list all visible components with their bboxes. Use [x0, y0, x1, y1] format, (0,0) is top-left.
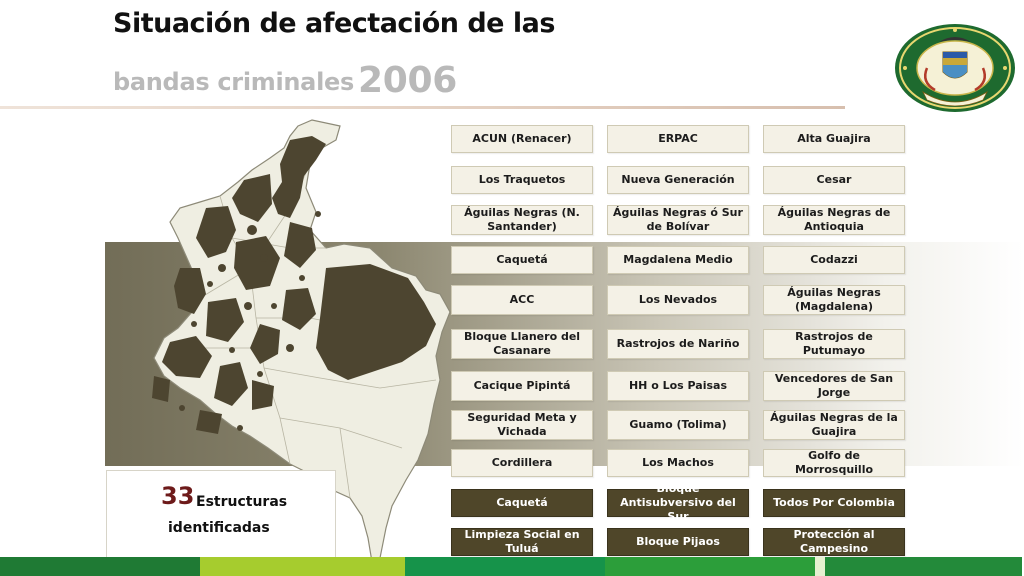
criminal-groups-grid: ACUN (Renacer) ERPAC Alta Guajira Los Traqu… [451, 125, 907, 557]
group-box: ERPAC [607, 125, 749, 153]
group-box-highlight: Caquetá [451, 489, 593, 517]
title-line-2: bandas criminales 2006 [113, 60, 457, 101]
group-box-highlight: Protección al Campesino [763, 528, 905, 556]
group-box: Cacique Pipintá [451, 371, 593, 401]
group-box: Cordillera [451, 449, 593, 477]
group-box-highlight: Todos Por Colombia [763, 489, 905, 517]
group-box: Águilas Negras de la Guajira [763, 410, 905, 440]
group-box: Caquetá [451, 246, 593, 274]
footer-color-bar [0, 557, 1024, 576]
colombia-map [152, 119, 451, 563]
group-box: Águilas Negras ó Sur de Bolívar [607, 205, 749, 235]
title-line-1: Situación de afectación de las [113, 8, 555, 39]
title-year: 2006 [357, 60, 457, 101]
group-box: ACC [451, 285, 593, 315]
group-box: Nueva Generación [607, 166, 749, 194]
group-box: Magdalena Medio [607, 246, 749, 274]
summary-box [106, 470, 336, 558]
group-box: Bloque Llanero del Casanare [451, 329, 593, 359]
group-box: Los Nevados [607, 285, 749, 315]
group-box: Los Machos [607, 449, 749, 477]
group-box: Alta Guajira [763, 125, 905, 153]
group-box-highlight: Bloque Antisubversivo del Sur [607, 482, 749, 523]
group-box: Águilas Negras de Antioquia [763, 205, 905, 235]
group-box: HH o Los Paisas [607, 371, 749, 401]
group-box: ACUN (Renacer) [451, 125, 593, 153]
map-affected-zones [152, 136, 436, 434]
group-box: Golfo de Morrosquillo [763, 449, 905, 477]
group-box: Los Traquetos [451, 166, 593, 194]
group-box-highlight: Bloque Pijaos [607, 528, 749, 556]
title-divider [0, 106, 845, 109]
map-affected-spots [179, 211, 321, 431]
police-seal-logo [895, 24, 1015, 112]
group-box: Cesar [763, 166, 905, 194]
group-box: Seguridad Meta y Vichada [451, 410, 593, 440]
group-box: Rastrojos de Putumayo [763, 329, 905, 359]
structures-count: 33 [161, 482, 195, 510]
structures-label-line-1: Estructuras [196, 494, 288, 510]
group-box: Rastrojos de Nariño [607, 329, 749, 359]
group-box: Vencedores de San Jorge [763, 371, 905, 401]
title-subject: bandas criminales [113, 68, 354, 96]
group-box: Águilas Negras (Magdalena) [763, 285, 905, 315]
structures-label-line-2: identificadas [168, 520, 270, 536]
group-box: Águilas Negras (N. Santander) [451, 205, 593, 235]
group-box-highlight: Limpieza Social en Tuluá [451, 528, 593, 556]
group-box: Guamo (Tolima) [607, 410, 749, 440]
group-box: Codazzi [763, 246, 905, 274]
